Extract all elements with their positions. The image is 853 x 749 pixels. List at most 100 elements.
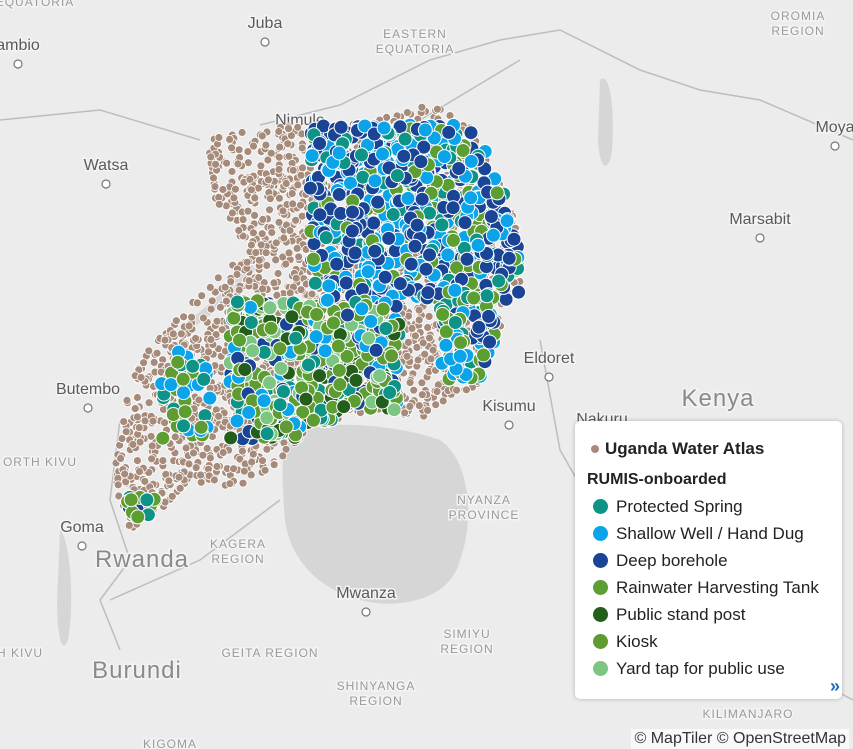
- atlas-point: [176, 329, 186, 339]
- rumis-point: [435, 306, 451, 322]
- atlas-point: [248, 449, 258, 459]
- atlas-point: [198, 313, 208, 323]
- rumis-point: [367, 243, 383, 259]
- attribution: © MapTiler © OpenStreetMap: [631, 729, 849, 749]
- rumis-point: [396, 148, 412, 164]
- atlas-point: [272, 290, 282, 300]
- rumis-point: [226, 310, 242, 326]
- place-dot: [77, 541, 87, 551]
- place-label: EQUATORIA: [0, 0, 74, 9]
- place-label: Rwanda: [95, 546, 189, 573]
- legend-label: Yard tap for public use: [616, 658, 785, 678]
- atlas-point: [278, 451, 288, 461]
- atlas-point: [135, 467, 144, 477]
- atlas-point: [230, 184, 240, 194]
- atlas-point: [249, 141, 258, 151]
- rumis-point: [237, 362, 253, 377]
- atlas-point: [234, 225, 244, 235]
- legend-swatch: [593, 607, 608, 622]
- rumis-point: [438, 337, 454, 353]
- atlas-point: [414, 305, 424, 315]
- rumis-point: [284, 309, 300, 325]
- atlas-point: [250, 210, 260, 220]
- place-dot: [361, 607, 371, 617]
- rumis-point: [319, 292, 335, 308]
- rumis-point: [312, 207, 328, 223]
- rumis-point: [489, 185, 505, 201]
- rumis-point: [481, 308, 497, 324]
- atlas-point: [194, 395, 204, 405]
- rumis-point: [447, 282, 463, 298]
- legend-label: Shallow Well / Hand Dug: [616, 523, 804, 543]
- atlas-point: [202, 443, 212, 453]
- rumis-point: [447, 315, 463, 330]
- rumis-point: [305, 251, 321, 267]
- atlas-point: [296, 170, 306, 180]
- rumis-point: [455, 143, 471, 158]
- atlas-point: [132, 456, 142, 466]
- rumis-point: [361, 330, 377, 346]
- atlas-point: [214, 411, 224, 421]
- atlas-point: [146, 431, 156, 441]
- place-label: ORTH KIVU: [3, 455, 77, 469]
- rumis-point: [386, 402, 402, 418]
- legend-item: Public stand post: [587, 601, 842, 628]
- rumis-point: [273, 360, 289, 376]
- rumis-point: [139, 492, 155, 508]
- rumis-point: [263, 320, 279, 336]
- atlas-point: [120, 469, 130, 479]
- rumis-point: [420, 285, 436, 301]
- rumis-point: [360, 264, 376, 280]
- atlas-point: [432, 387, 442, 397]
- rumis-point: [376, 120, 392, 136]
- atlas-point: [246, 185, 256, 195]
- rumis-point: [501, 250, 517, 266]
- atlas-point: [405, 401, 415, 411]
- atlas-point: [274, 193, 284, 203]
- place-label: Marsabit: [729, 211, 791, 228]
- place-label: Eldoret: [524, 350, 575, 367]
- rumis-point: [366, 215, 382, 231]
- rumis-point: [511, 284, 527, 300]
- atlas-point: [414, 315, 424, 325]
- atlas-point: [267, 228, 277, 238]
- atlas-point: [179, 312, 189, 322]
- rumis-point: [451, 161, 467, 176]
- rumis-point: [440, 247, 456, 263]
- atlas-point: [245, 174, 255, 184]
- rumis-point: [130, 509, 146, 525]
- atlas-point: [284, 151, 294, 161]
- atlas-point: [269, 460, 279, 470]
- place-dot: [260, 37, 270, 47]
- atlas-point: [298, 163, 307, 173]
- place-label: ambio: [0, 37, 40, 54]
- legend-label: Deep borehole: [616, 550, 728, 570]
- atlas-point: [426, 354, 436, 364]
- atlas-point: [256, 240, 266, 250]
- atlas-point: [214, 199, 224, 209]
- legend-title-row: Uganda Water Atlas: [587, 435, 842, 462]
- atlas-point: [258, 284, 268, 294]
- place-label: REGION: [211, 552, 264, 566]
- place-label: PROVINCE: [449, 508, 520, 522]
- atlas-point: [237, 128, 247, 137]
- rumis-point: [417, 122, 433, 138]
- atlas-point: [198, 450, 208, 460]
- atlas-point: [402, 108, 412, 117]
- rumis-point: [466, 290, 482, 306]
- atlas-point: [225, 134, 235, 144]
- place-label: Butembo: [56, 381, 120, 398]
- rumis-point: [354, 301, 370, 317]
- rumis-point: [185, 358, 201, 374]
- rumis-point: [330, 338, 346, 354]
- place-label: KIGOMA: [143, 737, 197, 749]
- rumis-point: [348, 372, 364, 388]
- rumis-point: [471, 319, 487, 335]
- rumis-point: [177, 404, 193, 420]
- rumis-point: [298, 391, 314, 407]
- expand-button[interactable]: »: [829, 676, 840, 696]
- water-points: [111, 102, 527, 532]
- place-label: H KIVU: [0, 646, 43, 660]
- rumis-point: [345, 204, 360, 220]
- rumis-point: [457, 215, 473, 231]
